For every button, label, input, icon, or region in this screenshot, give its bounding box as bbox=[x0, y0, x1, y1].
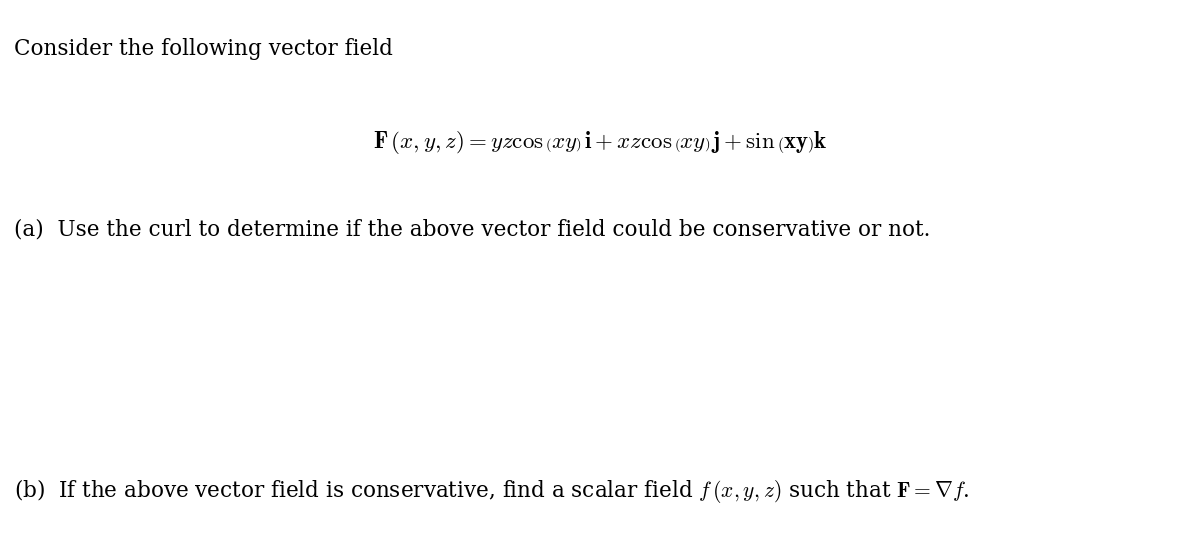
Text: $\mathbf{F}\,(x, y, z) = yz\cos\left(xy\right)\,\mathbf{i} + xz\cos\left(xy\righ: $\mathbf{F}\,(x, y, z) = yz\cos\left(xy\… bbox=[373, 129, 827, 156]
Text: (a)  Use the curl to determine if the above vector field could be conservative o: (a) Use the curl to determine if the abo… bbox=[14, 218, 931, 240]
Text: (b)  If the above vector field is conservative, find a scalar field $f\,(x, y, z: (b) If the above vector field is conserv… bbox=[14, 477, 970, 505]
Text: Consider the following vector field: Consider the following vector field bbox=[14, 38, 394, 60]
